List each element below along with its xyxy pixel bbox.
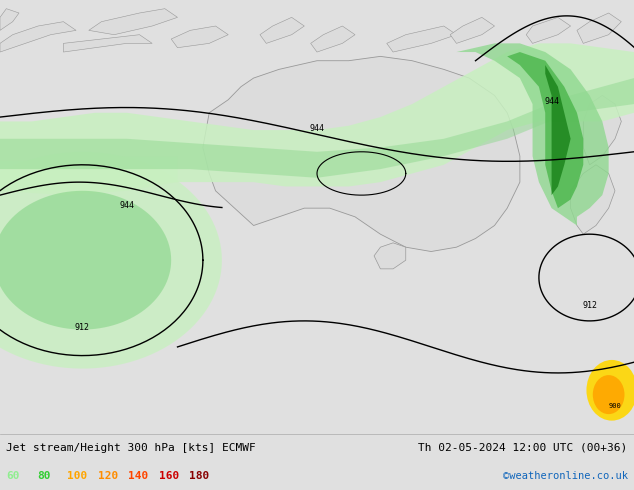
Polygon shape (0, 191, 171, 330)
Polygon shape (374, 243, 406, 269)
Polygon shape (0, 156, 178, 195)
Polygon shape (311, 26, 355, 52)
Polygon shape (63, 35, 152, 52)
Polygon shape (0, 44, 634, 191)
Ellipse shape (586, 360, 634, 420)
Text: Th 02-05-2024 12:00 UTC (00+36): Th 02-05-2024 12:00 UTC (00+36) (418, 443, 628, 453)
Text: Jet stream/Height 300 hPa [kts] ECMWF: Jet stream/Height 300 hPa [kts] ECMWF (6, 443, 256, 453)
Polygon shape (0, 22, 76, 52)
Polygon shape (526, 17, 571, 44)
Polygon shape (0, 78, 634, 178)
Polygon shape (0, 9, 19, 30)
Polygon shape (387, 26, 456, 52)
Text: 912: 912 (75, 322, 90, 332)
Text: 944: 944 (119, 201, 134, 210)
Text: 100: 100 (67, 471, 87, 481)
Polygon shape (450, 17, 495, 44)
Ellipse shape (593, 375, 624, 414)
Text: 60: 60 (6, 471, 20, 481)
Text: 180: 180 (189, 471, 209, 481)
Text: 140: 140 (128, 471, 148, 481)
Polygon shape (507, 52, 583, 208)
Polygon shape (0, 152, 222, 368)
Text: 80: 80 (37, 471, 50, 481)
Polygon shape (577, 13, 621, 44)
Text: 120: 120 (98, 471, 118, 481)
Polygon shape (571, 165, 615, 234)
Polygon shape (456, 44, 609, 225)
Text: 944: 944 (309, 124, 325, 133)
Text: 944: 944 (544, 97, 559, 106)
Polygon shape (583, 96, 621, 165)
Text: 900: 900 (609, 403, 621, 409)
Polygon shape (260, 17, 304, 44)
Polygon shape (545, 65, 571, 195)
Polygon shape (89, 9, 178, 35)
Text: 160: 160 (158, 471, 179, 481)
Polygon shape (203, 56, 520, 251)
Polygon shape (171, 26, 228, 48)
Text: ©weatheronline.co.uk: ©weatheronline.co.uk (503, 471, 628, 481)
Text: 912: 912 (582, 301, 597, 310)
